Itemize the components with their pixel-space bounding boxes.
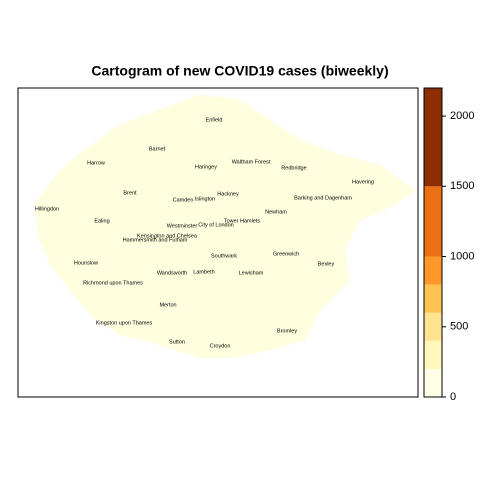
region-label: Ealing	[94, 218, 109, 224]
legend-bin	[424, 88, 442, 187]
region-label: Richmond upon Thames	[83, 280, 143, 286]
region-label: Kingston upon Thames	[96, 320, 153, 326]
region-label: Hammersmith and Fulham	[123, 237, 188, 243]
london-map	[34, 94, 416, 359]
region-label: Wandsworth	[157, 270, 187, 276]
region-label: City of London	[198, 222, 233, 228]
region-label: Greenwich	[273, 251, 299, 257]
legend-bin	[424, 312, 442, 341]
region-label: Islington	[195, 196, 216, 202]
region-label: Waltham Forest	[232, 159, 271, 165]
legend-tick-label: 1000	[450, 250, 474, 262]
region-label: Sutton	[169, 339, 185, 345]
legend-bin	[424, 368, 442, 397]
region-label: Barnet	[149, 146, 166, 152]
legend-frame	[423, 87, 443, 398]
region-label: Barking and Dagenham	[294, 195, 352, 201]
region-label: Hounslow	[74, 260, 98, 266]
region-label: Croydon	[210, 343, 231, 349]
region-label: Redbridge	[281, 165, 306, 171]
region-label: Merton	[159, 302, 176, 308]
legend-bin	[424, 284, 442, 313]
region-label: Harrow	[87, 160, 105, 166]
region-label: Brent	[123, 190, 137, 196]
title: Cartogram of new COVID19 cases (biweekly…	[91, 63, 388, 79]
plot-frame	[17, 87, 419, 398]
region-label: Hackney	[217, 191, 239, 197]
region-label: Southwark	[211, 253, 237, 259]
region-label: Lewisham	[239, 270, 264, 276]
region-label: Bromley	[277, 328, 297, 334]
region-label: Enfield	[206, 117, 223, 123]
legend-bin	[424, 186, 442, 257]
region-label: Lambeth	[193, 269, 214, 275]
region-label: Newham	[265, 209, 287, 215]
region-label: Tower Hamlets	[224, 218, 261, 224]
region-label: Camden	[173, 197, 194, 203]
legend-tick-label: 0	[450, 391, 456, 403]
region-label: Havering	[352, 179, 374, 185]
region-label: Haringey	[195, 164, 217, 170]
legend-bin	[424, 340, 442, 369]
legend-tick-label: 2000	[450, 110, 474, 122]
region-label: Westminster	[167, 223, 198, 229]
legend-bin	[424, 256, 442, 285]
legend-tick-label: 500	[450, 321, 468, 333]
region-label: Bexley	[318, 261, 335, 267]
legend-tick-label: 1500	[450, 180, 474, 192]
region-label: Kensington and Chelsea	[137, 233, 198, 239]
region-label: Hillingdon	[35, 206, 59, 212]
